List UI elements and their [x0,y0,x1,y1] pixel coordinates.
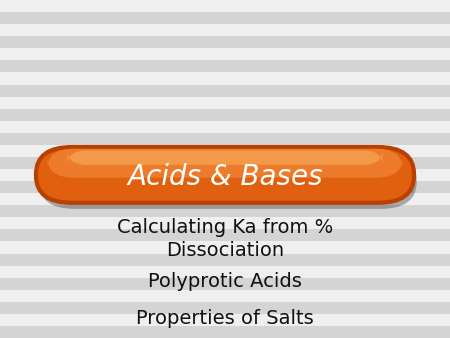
Bar [0,157,450,169]
Bar [0,181,450,193]
Bar [0,36,450,48]
Bar [0,72,450,84]
Bar [0,193,450,205]
Bar [0,121,450,133]
Bar [0,0,450,12]
Bar [0,205,450,217]
Bar [0,277,450,290]
Bar [0,108,450,121]
FancyBboxPatch shape [47,149,403,178]
FancyBboxPatch shape [36,147,414,203]
Bar [0,133,450,145]
Bar [0,12,450,24]
Bar [0,217,450,230]
Bar [0,241,450,254]
Bar [0,24,450,36]
Text: Acids & Bases: Acids & Bases [127,163,323,191]
FancyBboxPatch shape [68,150,382,165]
Text: Properties of Salts: Properties of Salts [136,309,314,328]
Bar [0,290,450,302]
Bar [0,169,450,181]
Text: Polyprotic Acids: Polyprotic Acids [148,272,302,291]
Bar [0,326,450,338]
Bar [0,230,450,241]
Bar [0,254,450,266]
Bar [0,61,450,72]
Bar [0,314,450,326]
Bar [0,145,450,157]
Bar [0,97,450,108]
FancyBboxPatch shape [39,153,417,209]
Bar [0,84,450,97]
Bar [0,48,450,61]
Text: Calculating Ka from %
Dissociation: Calculating Ka from % Dissociation [117,218,333,260]
Bar [0,266,450,277]
Bar [0,302,450,314]
